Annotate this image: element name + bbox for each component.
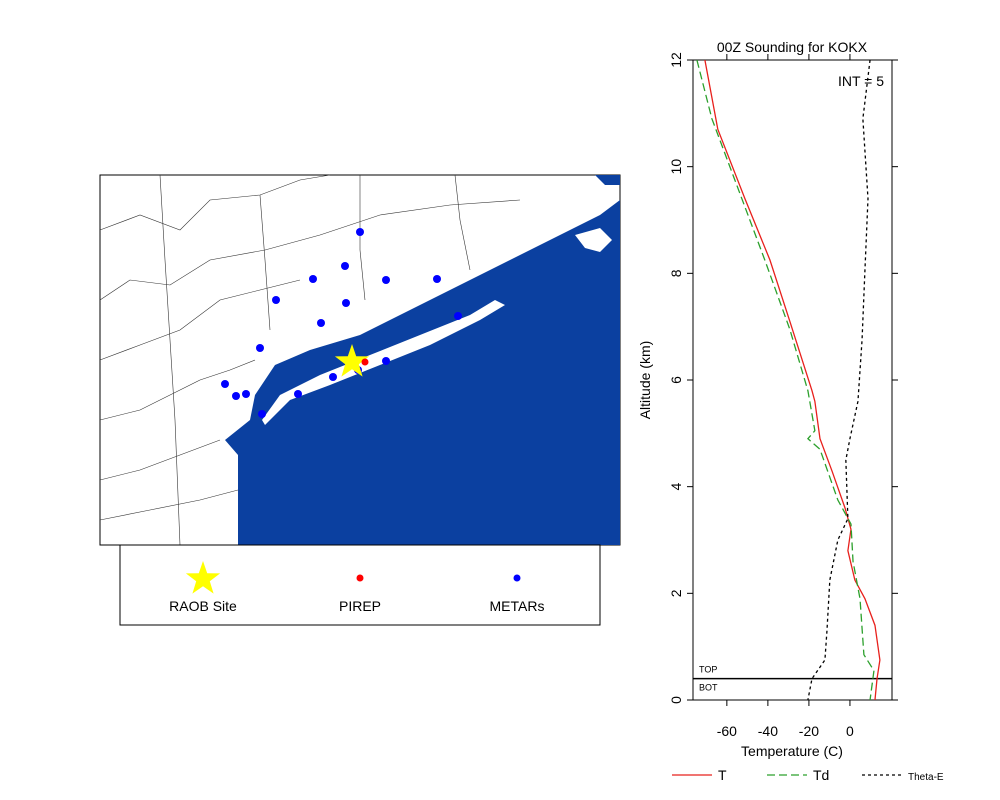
annotation: INT = 5 [838,73,884,89]
y-tick-label: 12 [668,52,684,68]
county-line [259,194,271,331]
legend-label: RAOB Site [169,598,237,614]
y-tick-label: 6 [668,376,684,384]
y-tick-label: 8 [668,269,684,277]
county-line [99,279,301,361]
x-tick-label: 0 [846,723,854,739]
land [575,228,612,252]
legend-label: METARs [490,598,545,614]
series-line [704,59,881,701]
county-line [159,174,181,546]
water [595,175,620,185]
legend-label: Theta-E [908,772,944,783]
map-legend: RAOB Site PIREP METARs [119,544,601,626]
x-tick-label: -40 [758,723,778,739]
county-line [99,359,256,421]
y-axis-label: Altitude (km) [637,341,653,420]
y-tick-label: 2 [668,589,684,597]
raob-site [334,344,370,377]
y-tick-label: 10 [668,159,684,175]
reference-label: TOP [699,665,717,675]
legend-label: PIREP [339,598,381,614]
x-axis-label: Temperature (C) [741,743,843,759]
legend-label: T [718,767,727,783]
x-tick-label: -60 [717,723,737,739]
county-line [454,174,471,271]
county-line [99,439,221,481]
county-line [99,199,521,301]
water [225,200,620,545]
plot-frame [692,59,893,701]
legend-symbol [513,574,521,582]
x-tick-label: -20 [799,723,819,739]
series-line [807,59,871,701]
county-line [359,175,366,301]
county-line [99,489,239,521]
y-tick-label: 4 [668,483,684,491]
y-tick-label: 0 [668,696,684,704]
legend-symbol [185,561,221,594]
legend-label: Td [813,767,829,783]
series-line [696,59,875,701]
map [99,174,621,546]
pirep [361,358,369,366]
reference-label: BOT [699,683,718,693]
county-line [99,174,331,231]
chart-title: 00Z Sounding for KOKX [717,39,868,55]
legend-symbol [356,574,364,582]
